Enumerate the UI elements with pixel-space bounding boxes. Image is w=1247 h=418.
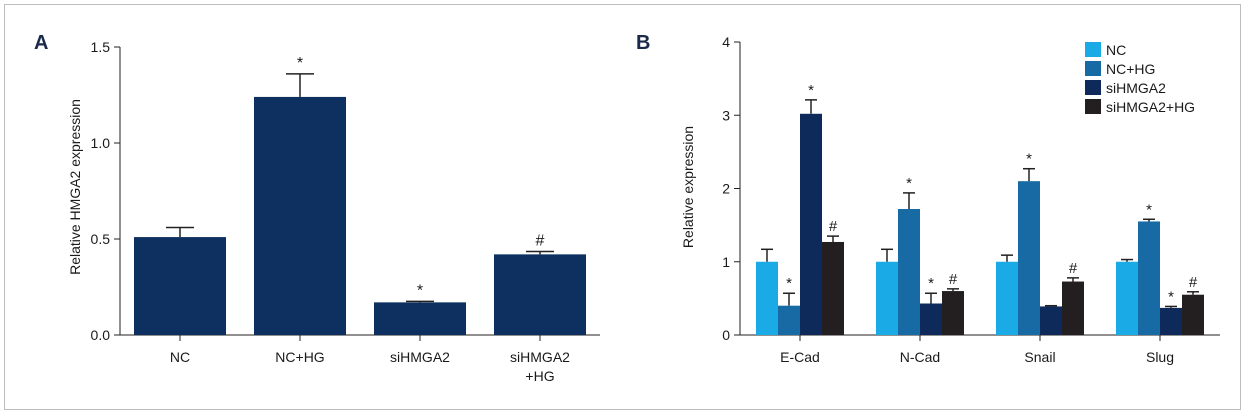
panel-a-bar [494, 254, 586, 335]
panel-b-bar [822, 241, 844, 335]
panel-a-x-tick-label: siHMGA2 [510, 349, 570, 365]
panel-b-x-tick-label: Snail [1024, 349, 1055, 365]
panel-b-significance-marker: # [1189, 274, 1198, 291]
panel-b-legend-swatch [1085, 99, 1101, 114]
panel-a-bar [374, 302, 466, 335]
panel-a-significance-marker: * [417, 282, 423, 299]
panel-b-y-tick-label: 1 [722, 254, 730, 270]
panel-a-label: A [34, 32, 48, 54]
panel-b-significance-marker: # [1069, 260, 1078, 277]
panel-a-y-tick-label: 0.0 [91, 327, 111, 343]
panel-a-y-tick-label: 1.0 [91, 135, 111, 151]
panel-b-y-tick-label: 3 [722, 107, 730, 123]
panel-b-significance-marker: * [906, 175, 912, 192]
panel-a-x-tick-label: NC [170, 349, 190, 365]
panel-b-y-axis-label: Relative expression [680, 126, 696, 248]
panel-b-label: B [636, 32, 650, 54]
panel-b-chart: B Relative expression 0 1 2 3 4 E-Cad * * # N-Cad… [636, 32, 1220, 365]
panel-b-significance-marker: * [808, 82, 814, 99]
panel-b-bar [778, 305, 800, 335]
panel-b-y-tick-label: 2 [722, 181, 730, 197]
panel-a-x-tick-label: +HG [525, 368, 554, 384]
panel-b-bar [920, 303, 942, 335]
panel-b-significance-marker: * [1026, 151, 1032, 168]
panel-b-bar [1138, 221, 1160, 335]
panel-a-significance-marker: # [536, 232, 545, 249]
panel-b-bar [800, 113, 822, 335]
panel-a-significance-marker: * [297, 55, 303, 72]
panel-a-y-tick-label: 0.5 [91, 231, 111, 247]
panel-b-bar [1040, 306, 1062, 335]
panel-a-bar [254, 96, 346, 335]
panel-b-x-tick-label: N-Cad [900, 349, 940, 365]
panel-b-bar [1160, 307, 1182, 335]
figure-frame [4, 4, 1241, 410]
panel-b-bar [876, 261, 898, 335]
panel-b-legend-swatch [1085, 61, 1101, 76]
panel-b-significance-marker: * [1168, 288, 1174, 305]
panel-b-legend-label: NC [1106, 42, 1126, 58]
panel-b-bar [1018, 181, 1040, 335]
panel-b-bar [756, 261, 778, 335]
panel-b-significance-marker: * [1146, 201, 1152, 218]
panel-a-x-tick-label: NC+HG [275, 349, 324, 365]
panel-a-y-tick-label: 1.5 [91, 39, 111, 55]
panel-b-significance-marker: # [949, 271, 958, 288]
panel-b-bar [898, 209, 920, 335]
panel-a-chart: A Relative HMGA2 expression 0.0 0.5 1.0 1.5… [34, 32, 600, 384]
panel-a-x-tick-label: siHMGA2 [390, 349, 450, 365]
panel-b-legend-label: siHMGA2 [1106, 80, 1166, 96]
panel-b-bar [1062, 281, 1084, 335]
panel-b-bar [1182, 294, 1204, 335]
panel-b-significance-marker: * [786, 275, 792, 292]
panel-b-y-tick-label: 4 [722, 34, 730, 50]
panel-b-x-tick-label: Slug [1146, 349, 1174, 365]
panel-b-y-tick-label: 0 [722, 327, 730, 343]
panel-a-bar [134, 237, 226, 335]
panel-b-significance-marker: # [829, 218, 838, 235]
panel-b-x-tick-label: E-Cad [780, 349, 820, 365]
panel-b-legend-swatch [1085, 42, 1101, 57]
panel-b-significance-marker: * [928, 275, 934, 292]
panel-b-legend-swatch [1085, 80, 1101, 95]
panel-b-bar [1116, 261, 1138, 335]
panel-b-legend-label: NC+HG [1106, 61, 1155, 77]
panel-b-legend-label: siHMGA2+HG [1106, 99, 1195, 115]
panel-a-y-axis-label: Relative HMGA2 expression [67, 99, 83, 275]
panel-b-bar [996, 261, 1018, 335]
panel-b-bar [942, 291, 964, 335]
